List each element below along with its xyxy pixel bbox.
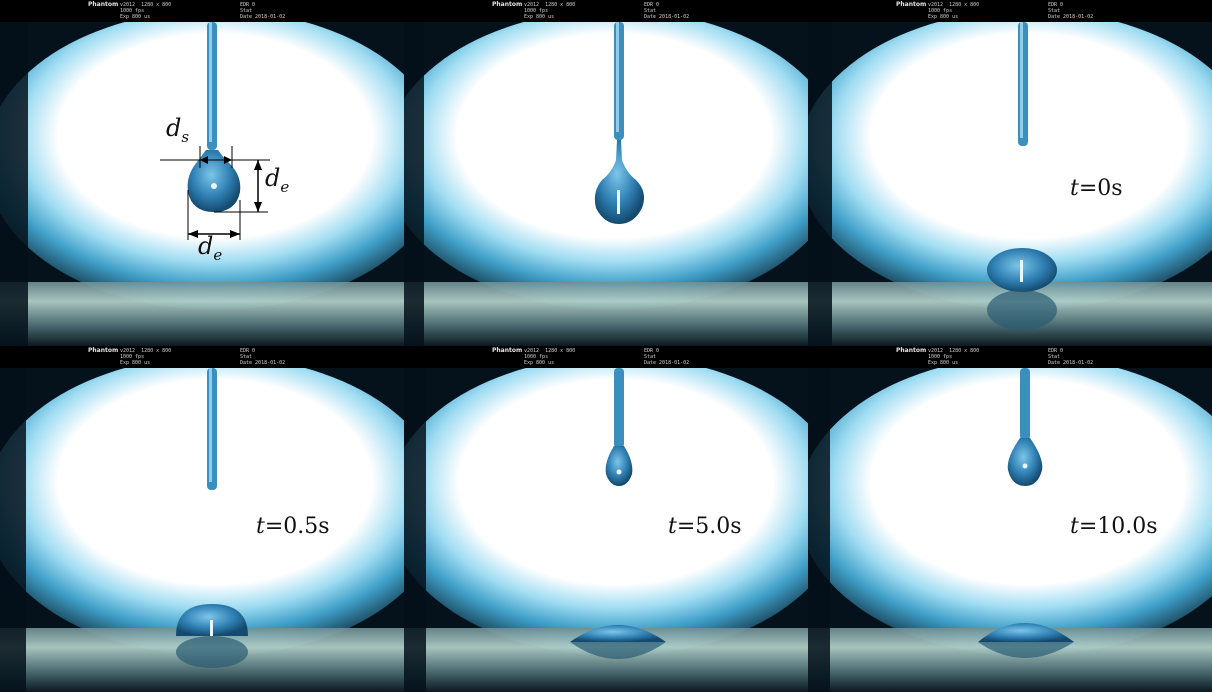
camera-info-line: 1000 fps <box>120 8 145 14</box>
camera-info-bar: Phantom v2012 1280 x 800 1000 fps Exp 80… <box>404 0 808 22</box>
time-value: =0s <box>1078 176 1123 201</box>
camera-brand: Phantom <box>492 347 523 354</box>
panel-2-droplet-detaching: Phantom v2012 1280 x 800 1000 fps Exp 80… <box>404 0 808 346</box>
panel-1-droplet-forming: Phantom v2012 1280 x 800 1000 fps Exp 80… <box>0 0 404 346</box>
camera-info-line: Stat <box>240 354 253 360</box>
time-label: t=10.0s <box>1070 514 1158 539</box>
camera-info-bar: Phantom v2012 1280 x 800 1000 fps Exp 80… <box>0 346 404 368</box>
camera-info-line: 1000 fps <box>120 354 145 360</box>
photo-frame <box>404 346 808 692</box>
camera-info-line: Exp 800 us <box>928 360 959 366</box>
label-ds: ds <box>166 114 189 146</box>
label-de-vertical: de <box>265 164 289 196</box>
photo-frame <box>404 0 808 346</box>
label-de-base: d <box>265 164 281 192</box>
camera-info-bar: Phantom v2012 1280 x 800 1000 fps Exp 80… <box>808 0 1212 22</box>
camera-info-line: Stat <box>1048 354 1061 360</box>
time-label: t=0s <box>1070 176 1123 201</box>
time-label: t=0.5s <box>256 514 330 539</box>
camera-info-line: Exp 800 us <box>928 14 959 20</box>
camera-info-line: Date 2018-01-02 <box>644 360 690 366</box>
panel-6-t10-0s: Phantom v2012 1280 x 800 1000 fps Exp 80… <box>808 346 1212 692</box>
photo-frame <box>0 0 404 346</box>
time-variable: t <box>1070 176 1079 201</box>
label-ds-base: d <box>166 114 182 142</box>
camera-info-line: Stat <box>644 8 657 14</box>
time-variable: t <box>256 514 265 539</box>
camera-info-line: Date 2018-01-02 <box>1048 14 1094 20</box>
photo-frame <box>808 0 1212 346</box>
time-value: =5.0s <box>676 514 742 539</box>
camera-info-line: EDR 0 <box>644 2 660 8</box>
camera-brand: Phantom <box>896 347 927 354</box>
camera-info-line: Exp 800 us <box>524 14 555 20</box>
camera-info-line: Exp 800 us <box>120 360 151 366</box>
camera-info-bar: Phantom v2012 1280 x 800 1000 fps Exp 80… <box>0 0 404 22</box>
camera-info-line: v2012 1280 x 800 <box>524 2 576 8</box>
camera-info-line: EDR 0 <box>1048 348 1064 354</box>
camera-info-line: Date 2018-01-02 <box>1048 360 1094 366</box>
camera-info-line: Stat <box>644 354 657 360</box>
time-label: t=5.0s <box>668 514 742 539</box>
photo-frame <box>808 346 1212 692</box>
camera-info-line: EDR 0 <box>240 348 256 354</box>
photo-frame <box>0 346 404 692</box>
camera-info-line: 1000 fps <box>524 354 549 360</box>
camera-info-line: Exp 800 us <box>524 360 555 366</box>
time-value: =10.0s <box>1078 514 1158 539</box>
camera-info-line: 1000 fps <box>928 354 953 360</box>
camera-info-line: v2012 1280 x 800 <box>524 348 576 354</box>
camera-info-line: EDR 0 <box>644 348 660 354</box>
camera-info-line: EDR 0 <box>1048 2 1064 8</box>
time-variable: t <box>1070 514 1079 539</box>
camera-brand: Phantom <box>88 347 119 354</box>
panel-5-t5-0s: Phantom v2012 1280 x 800 1000 fps Exp 80… <box>404 346 808 692</box>
label-de-horizontal: de <box>198 232 222 264</box>
camera-brand: Phantom <box>88 1 119 8</box>
label-de-base: d <box>198 232 214 260</box>
camera-info-line: Exp 800 us <box>120 14 151 20</box>
camera-brand: Phantom <box>492 1 523 8</box>
camera-info-line: v2012 1280 x 800 <box>120 348 172 354</box>
camera-info-line: Stat <box>1048 8 1061 14</box>
label-ds-sub: s <box>181 127 190 146</box>
time-variable: t <box>668 514 677 539</box>
camera-info-bar: Phantom v2012 1280 x 800 1000 fps Exp 80… <box>404 346 808 368</box>
camera-info-line: v2012 1280 x 800 <box>928 2 980 8</box>
camera-info-line: EDR 0 <box>240 2 256 8</box>
camera-info-bar: Phantom v2012 1280 x 800 1000 fps Exp 80… <box>808 346 1212 368</box>
label-de-sub: e <box>213 245 223 264</box>
camera-brand: Phantom <box>896 1 927 8</box>
camera-info-line: v2012 1280 x 800 <box>120 2 172 8</box>
camera-info-line: 1000 fps <box>928 8 953 14</box>
camera-info-line: Date 2018-01-02 <box>644 14 690 20</box>
panel-4-t0-5s: Phantom v2012 1280 x 800 1000 fps Exp 80… <box>0 346 404 692</box>
time-value: =0.5s <box>264 514 330 539</box>
camera-info-line: Stat <box>240 8 253 14</box>
camera-info-line: 1000 fps <box>524 8 549 14</box>
camera-info-line: Date 2018-01-02 <box>240 360 286 366</box>
panel-3-impact-t0: Phantom v2012 1280 x 800 1000 fps Exp 80… <box>808 0 1212 346</box>
label-de-sub: e <box>280 177 290 196</box>
camera-info-line: Date 2018-01-02 <box>240 14 286 20</box>
camera-info-line: v2012 1280 x 800 <box>928 348 980 354</box>
